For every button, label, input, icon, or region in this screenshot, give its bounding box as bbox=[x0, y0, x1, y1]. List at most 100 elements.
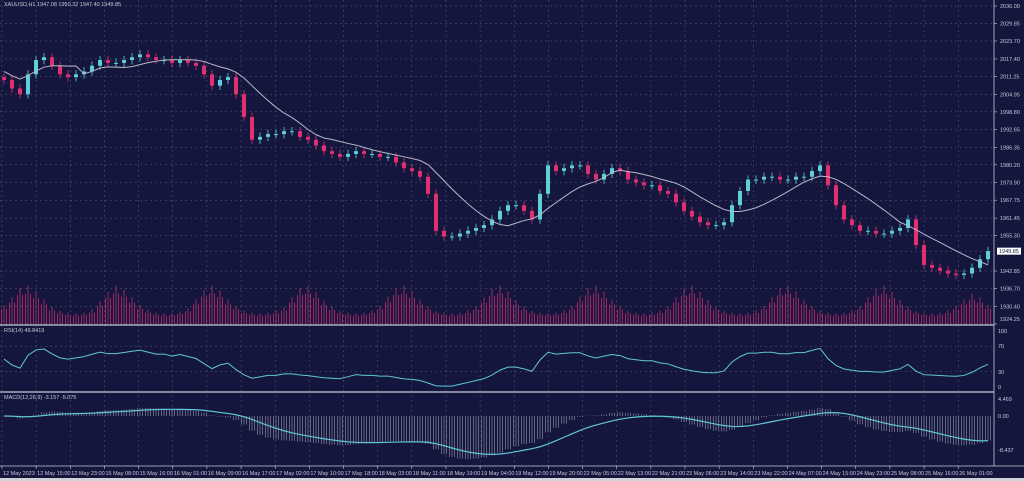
candle-body bbox=[274, 134, 278, 136]
candle-body bbox=[794, 176, 798, 180]
time-tick-label: 16 May 09:00 bbox=[208, 471, 241, 477]
time-tick-label: 24 May 23:00 bbox=[857, 471, 890, 477]
candle-body bbox=[418, 171, 422, 177]
candle-body bbox=[682, 202, 686, 211]
candle-body bbox=[178, 60, 182, 63]
time-tick-label: 22 May 13:00 bbox=[618, 471, 651, 477]
candle-body bbox=[218, 79, 222, 86]
candle-body bbox=[714, 225, 718, 227]
time-tick-label: 16 May 17:00 bbox=[242, 471, 275, 477]
candle-body bbox=[874, 230, 878, 234]
candle-body bbox=[730, 205, 734, 223]
candle-body bbox=[738, 190, 742, 206]
candle-body bbox=[602, 173, 606, 180]
candle-body bbox=[906, 219, 910, 228]
rsi-tick-label: 70 bbox=[998, 344, 1004, 350]
time-tick-label: 24 May 07:00 bbox=[788, 471, 821, 477]
candle-body bbox=[922, 245, 926, 265]
candle-body bbox=[378, 153, 382, 157]
candle-body bbox=[242, 94, 246, 117]
time-tick-label: 25 May 08:00 bbox=[891, 471, 924, 477]
time-tick-label: 22 May 05:00 bbox=[584, 471, 617, 477]
time-tick-label: 18 May 11:00 bbox=[413, 471, 446, 477]
candle-body bbox=[90, 65, 94, 72]
time-tick-label: 16 May 01:00 bbox=[174, 471, 207, 477]
time-tick-label: 22 May 21:00 bbox=[652, 471, 685, 477]
chart-header: XAUUSD,H1 1947.08 1950.32 1947.40 1949.8… bbox=[4, 2, 121, 8]
candle-body bbox=[466, 230, 470, 234]
candle-body bbox=[914, 219, 918, 246]
candle-body bbox=[10, 79, 14, 89]
price-tick-label: 1955.30 bbox=[1000, 234, 1020, 240]
candle-body bbox=[474, 227, 478, 231]
candle-body bbox=[194, 62, 198, 66]
time-tick-label: 19 May 12:00 bbox=[515, 471, 548, 477]
candle-body bbox=[290, 131, 294, 133]
candle-body bbox=[106, 60, 110, 63]
candle-body bbox=[50, 57, 54, 66]
time-tick-label: 23 May 06:00 bbox=[686, 471, 719, 477]
price-tick-label: 1998.80 bbox=[1000, 110, 1020, 116]
price-tick-label: 2017.40 bbox=[1000, 57, 1020, 63]
candle-body bbox=[546, 165, 550, 194]
candle-body bbox=[770, 176, 774, 178]
macd-tick-label: 4.469 bbox=[998, 397, 1012, 403]
candle-body bbox=[514, 205, 518, 207]
price-tick-label: 1924.25 bbox=[1000, 317, 1020, 323]
candle-body bbox=[66, 74, 70, 78]
candle-body bbox=[554, 165, 558, 172]
time-tick-label: 17 May 02:00 bbox=[276, 471, 309, 477]
candle-body bbox=[802, 176, 806, 178]
current-price-label: 1949.85 bbox=[999, 249, 1019, 255]
time-tick-label: 18 May 03:00 bbox=[379, 471, 412, 477]
time-axis[interactable]: 12 May 2023 12 May 15:00 12 May 23:00 15 Ma… bbox=[1, 466, 993, 477]
candles bbox=[2, 50, 990, 280]
price-tick-label: 1973.90 bbox=[1000, 181, 1020, 187]
candle-body bbox=[522, 205, 526, 211]
candle-body bbox=[650, 185, 654, 187]
price-axis[interactable]: 2036.00 2029.85 2023.70 2017.40 2011.25 2004.… bbox=[994, 4, 1021, 454]
time-tick-label: 15 May 08:00 bbox=[105, 471, 138, 477]
price-tick-label: 2029.85 bbox=[1000, 22, 1020, 28]
candle-body bbox=[938, 267, 942, 271]
candle-body bbox=[866, 230, 870, 232]
candle-body bbox=[346, 153, 350, 157]
candle-body bbox=[786, 179, 790, 181]
moving-average-line bbox=[3, 59, 989, 266]
time-tick-label: 19 May 04:00 bbox=[481, 471, 514, 477]
rsi-tick-label: 30 bbox=[998, 370, 1004, 376]
candle-body bbox=[338, 153, 342, 157]
rsi-tick-label: 0 bbox=[998, 385, 1001, 391]
candle-body bbox=[282, 131, 286, 135]
candle-body bbox=[186, 60, 190, 63]
candle-body bbox=[362, 151, 366, 154]
candle-body bbox=[306, 136, 310, 140]
candle-body bbox=[354, 151, 358, 154]
time-tick-label: 23 May 14:00 bbox=[720, 471, 753, 477]
rsi-label: RSI(14) 49.8419 bbox=[4, 328, 44, 334]
candle-body bbox=[986, 251, 990, 260]
candle-body bbox=[298, 131, 302, 137]
price-tick-label: 2004.95 bbox=[1000, 92, 1020, 98]
candle-body bbox=[826, 165, 830, 186]
candle-body bbox=[690, 210, 694, 217]
candle-body bbox=[34, 60, 38, 75]
price-tick-label: 1936.70 bbox=[1000, 287, 1020, 293]
candle-body bbox=[450, 236, 454, 238]
candle-body bbox=[202, 65, 206, 75]
candle-body bbox=[210, 74, 214, 86]
candle-body bbox=[114, 62, 118, 64]
candle-body bbox=[26, 74, 30, 95]
candle-body bbox=[122, 60, 126, 63]
candle-body bbox=[978, 259, 982, 268]
candle-body bbox=[538, 193, 542, 220]
candle-body bbox=[138, 54, 142, 58]
candle-body bbox=[394, 156, 398, 163]
candle-body bbox=[426, 176, 430, 194]
candle-body bbox=[626, 171, 630, 180]
price-tick-label: 1942.85 bbox=[1000, 269, 1020, 275]
candle-body bbox=[930, 264, 934, 268]
